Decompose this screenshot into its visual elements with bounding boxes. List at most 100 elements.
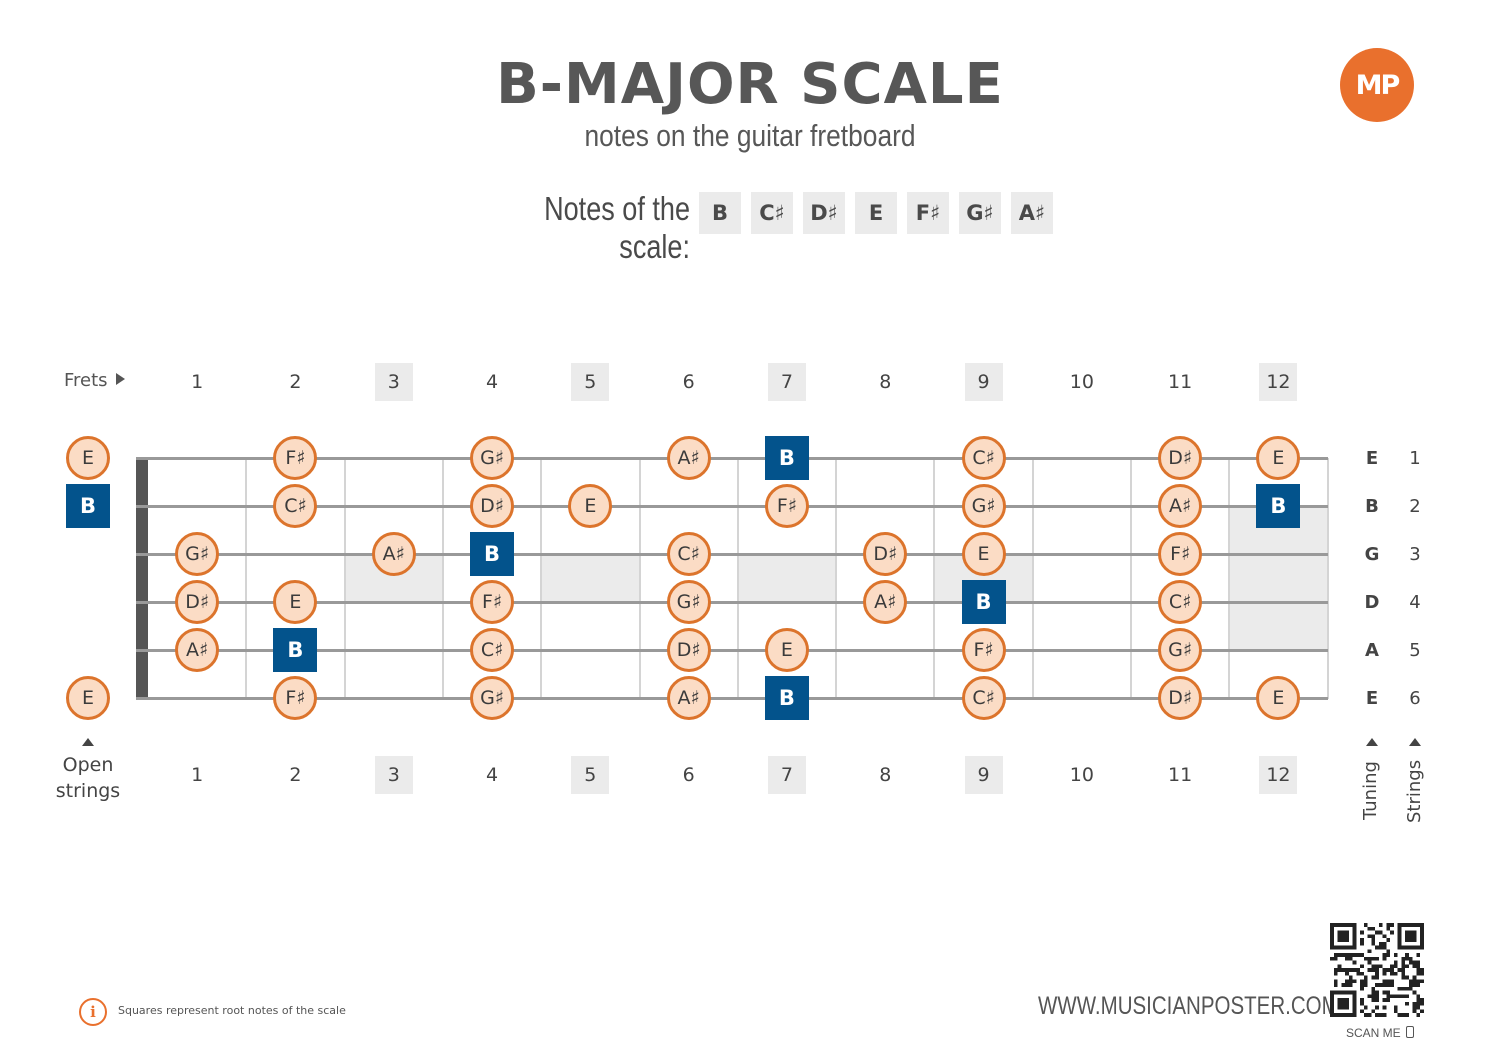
guitar-string xyxy=(136,697,1328,700)
fret-number: 2 xyxy=(289,764,302,786)
fret-wire xyxy=(933,458,936,699)
string-number: 3 xyxy=(1409,543,1421,565)
info-icon: i xyxy=(79,998,107,1026)
fret-number: 1 xyxy=(191,371,204,393)
scan-me-label: SCAN ME xyxy=(1346,1026,1414,1040)
string-tuning: G xyxy=(1364,543,1380,565)
root-note: B xyxy=(1256,484,1301,528)
fret-number: 3 xyxy=(374,363,413,401)
scale-note-marker: E xyxy=(568,484,613,528)
fret-number: 11 xyxy=(1168,371,1193,393)
fret-number: 5 xyxy=(571,756,610,794)
fret-number: 9 xyxy=(964,363,1003,401)
scale-note-marker: C♯ xyxy=(961,676,1006,720)
scale-note-marker: D♯ xyxy=(666,628,711,672)
scale-note-marker: G♯ xyxy=(961,484,1006,528)
string-tuning: E xyxy=(1365,447,1379,469)
legend-note: Squares represent root notes of the scal… xyxy=(118,1004,346,1017)
fret-inlay xyxy=(541,554,640,602)
fret-wire xyxy=(736,458,739,699)
root-note: B xyxy=(66,484,110,528)
scale-note: F♯ xyxy=(907,192,949,234)
qr-code[interactable] xyxy=(1330,923,1424,1017)
scale-note-marker: A♯ xyxy=(1158,484,1203,528)
fret-number: 10 xyxy=(1069,764,1094,786)
scale-note-marker: D♯ xyxy=(175,580,220,624)
root-note: B xyxy=(470,532,515,576)
scale-note-marker: E xyxy=(273,580,318,624)
scale-note-marker: A♯ xyxy=(371,532,416,576)
arrow-up-icon xyxy=(1409,738,1421,746)
fret-wire xyxy=(835,458,838,699)
scale-note-marker: A♯ xyxy=(175,628,220,672)
string-tuning: E xyxy=(1365,687,1379,709)
scale-note-marker: E xyxy=(764,628,809,672)
arrow-up-icon xyxy=(1366,738,1378,746)
scale-note-marker: D♯ xyxy=(863,532,908,576)
scale-note-marker: A♯ xyxy=(666,676,711,720)
website-link[interactable]: WWW.MUSICIANPOSTER.COM xyxy=(1038,992,1339,1020)
fret-wire xyxy=(540,458,543,699)
scale-note-marker: F♯ xyxy=(470,580,515,624)
fret-number: 12 xyxy=(1259,756,1298,794)
scale-note-marker: C♯ xyxy=(470,628,515,672)
fret-number: 6 xyxy=(682,764,695,786)
string-tuning: D xyxy=(1364,591,1380,613)
root-note: B xyxy=(764,436,809,480)
fret-wire xyxy=(1130,458,1132,699)
string-number: 1 xyxy=(1409,447,1421,469)
guitar-string xyxy=(136,649,1328,652)
strings-label: Strings xyxy=(1404,759,1425,823)
scale-note-marker: G♯ xyxy=(470,676,515,720)
scale-note-marker: F♯ xyxy=(273,676,318,720)
fret-wire xyxy=(638,458,641,699)
scale-note: B xyxy=(699,192,741,234)
scale-note-marker: F♯ xyxy=(961,628,1006,672)
fret-number: 7 xyxy=(767,756,806,794)
scale-note-marker: G♯ xyxy=(470,436,515,480)
frets-label: Frets xyxy=(64,370,125,391)
scale-note-marker: E xyxy=(66,676,110,720)
guitar-string xyxy=(136,601,1328,604)
fret-wire xyxy=(245,458,248,699)
root-note: B xyxy=(764,676,809,720)
scale-note-marker: C♯ xyxy=(1158,580,1203,624)
scale-note-marker: F♯ xyxy=(1158,532,1203,576)
arrow-right-icon xyxy=(115,373,125,385)
scale-note-marker: E xyxy=(66,436,110,480)
scale-notes-list: B C♯ D♯ E F♯ G♯ A♯ xyxy=(699,192,1053,234)
scale-note-marker: C♯ xyxy=(273,484,318,528)
scale-note: D♯ xyxy=(803,192,845,234)
fret-number: 11 xyxy=(1168,764,1193,786)
fret-number: 7 xyxy=(767,363,806,401)
scale-note: A♯ xyxy=(1011,192,1053,234)
fret-number: 4 xyxy=(486,764,499,786)
scale-notes-label: Notes of the scale: xyxy=(544,190,690,265)
phone-icon xyxy=(1405,1026,1414,1038)
scale-note-marker: G♯ xyxy=(175,532,220,576)
tuning-label: Tuning xyxy=(1360,761,1381,820)
fret-inlay xyxy=(1229,506,1328,650)
brand-logo[interactable]: MP xyxy=(1340,48,1414,122)
scale-note-marker: F♯ xyxy=(273,436,318,480)
string-tuning: A xyxy=(1365,639,1379,661)
scale-note-marker: G♯ xyxy=(1158,628,1203,672)
scale-note-marker: D♯ xyxy=(470,484,515,528)
fret-inlay xyxy=(737,554,837,602)
guitar-string xyxy=(136,505,1328,508)
fret-number: 10 xyxy=(1069,371,1094,393)
fret-number: 3 xyxy=(374,756,413,794)
guitar-string xyxy=(136,553,1328,556)
fretboard-nut xyxy=(136,458,148,699)
scale-note-marker: C♯ xyxy=(961,436,1006,480)
fret-wire xyxy=(1031,458,1034,699)
fret-wire xyxy=(441,458,444,699)
scale-note-marker: A♯ xyxy=(666,436,711,480)
arrow-up-icon xyxy=(82,738,94,746)
scale-note: E xyxy=(855,192,897,234)
string-tuning: B xyxy=(1365,495,1379,517)
fret-number: 12 xyxy=(1259,363,1298,401)
fret-number: 2 xyxy=(289,371,302,393)
root-note: B xyxy=(961,580,1006,624)
scale-note-marker: C♯ xyxy=(666,532,711,576)
